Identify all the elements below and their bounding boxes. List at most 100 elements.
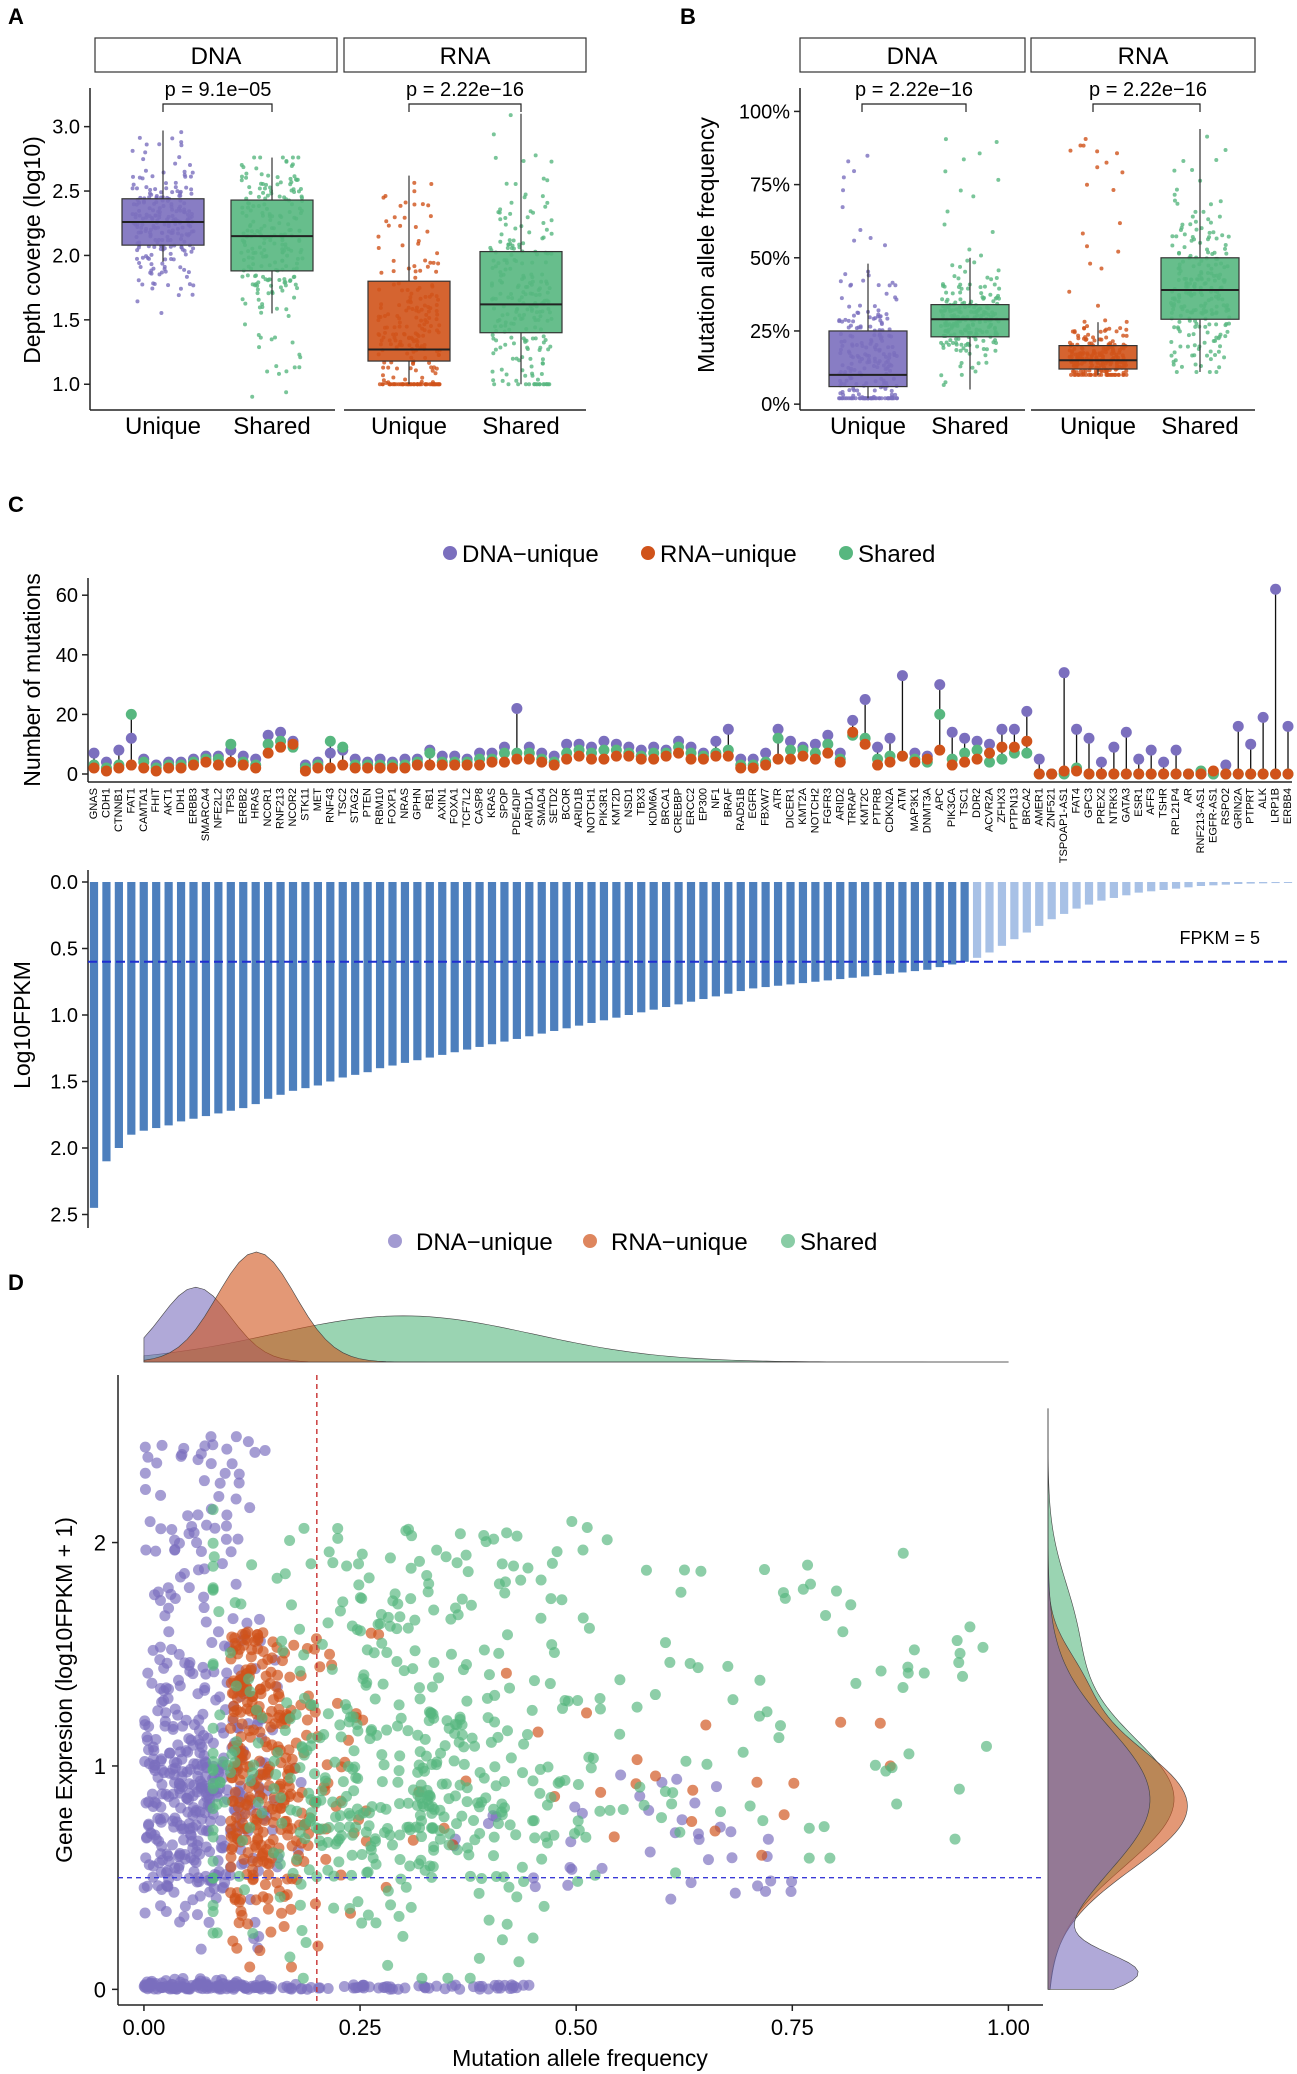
a-jitter-point xyxy=(263,277,268,282)
d-point-dna xyxy=(176,1448,188,1460)
c-dot-dna xyxy=(1120,726,1132,738)
c-fpkm-bar xyxy=(1097,882,1106,901)
a-jitter-point xyxy=(190,292,195,297)
b-jitter-point xyxy=(1117,221,1122,226)
c-fpkm-bar xyxy=(475,882,484,1047)
c-fpkm-bar xyxy=(512,882,521,1039)
b-jitter-point xyxy=(1207,369,1212,374)
d-point-dna xyxy=(139,1441,151,1453)
b-jitter-point xyxy=(983,353,988,358)
a-jitter-point xyxy=(130,148,135,153)
b-jitter-point xyxy=(846,325,851,330)
b-jitter-point xyxy=(1223,242,1228,247)
d-point-shared xyxy=(370,1917,382,1929)
c-fpkm-bar xyxy=(761,882,770,988)
b-jitter-point xyxy=(1103,318,1108,323)
d-point-shared xyxy=(820,1609,832,1621)
b-jitter-point xyxy=(1194,369,1199,374)
d-point-dna xyxy=(201,1519,213,1531)
c-gene-label: ATR xyxy=(772,788,784,809)
c-gene-label: CDKN2A xyxy=(884,787,896,832)
c-dot-rna xyxy=(971,753,983,765)
a-jitter-point xyxy=(493,155,498,160)
d-point-rna xyxy=(709,1825,721,1837)
d-point-shared xyxy=(583,1622,595,1634)
d-point-shared xyxy=(400,1525,412,1537)
a-jitter-point xyxy=(544,227,549,232)
d-point-shared xyxy=(326,1663,338,1675)
b-jitter-point xyxy=(868,235,873,240)
b-jitter-point xyxy=(1207,235,1212,240)
c-fpkm-bar xyxy=(649,882,658,1010)
c-dot-rna xyxy=(598,753,610,765)
c-dot-rna xyxy=(834,756,846,768)
a-jitter-point xyxy=(273,335,278,340)
panel-b-strip-rna-label: RNA xyxy=(1118,43,1169,70)
d-point-shared xyxy=(347,1711,359,1723)
d-point-shared xyxy=(542,1761,554,1773)
d-point-shared xyxy=(777,1587,789,1599)
d-point-shared xyxy=(314,1835,326,1847)
panel-b-xtick-rna-shared: Shared xyxy=(1161,413,1238,440)
b-jitter-point xyxy=(852,169,857,174)
c-gene-label: DICER1 xyxy=(785,788,797,828)
d-point-dna xyxy=(216,1558,228,1570)
d-point-dna xyxy=(226,1458,238,1470)
d-point-dna xyxy=(244,1502,256,1514)
c-fpkm-bar xyxy=(997,882,1007,946)
a-jitter-point xyxy=(295,286,300,291)
d-point-dna xyxy=(155,1489,167,1501)
d-point-dna xyxy=(195,1943,207,1955)
c-gene-label: TSC1 xyxy=(959,788,971,816)
a-jitter-point xyxy=(179,245,184,250)
b-jitter-point xyxy=(948,338,953,343)
d-point-dna xyxy=(200,1616,212,1628)
panel-a-pvalue-dna: p = 9.1e−05 xyxy=(165,79,272,101)
a-jitter-point xyxy=(188,174,193,179)
b-jitter-point xyxy=(1081,372,1086,377)
c-gene-label: FAT4 xyxy=(1071,788,1083,813)
d-point-dna xyxy=(154,1654,166,1666)
c-gene-label: KMT2C xyxy=(859,788,871,825)
a-jitter-point xyxy=(299,195,304,200)
d-point-shared xyxy=(667,1787,679,1799)
c-fpkm-bar xyxy=(599,882,609,1021)
b-jitter-point xyxy=(1214,369,1219,374)
d-point-shared xyxy=(287,1867,299,1879)
d-point-shared xyxy=(276,1817,288,1829)
d-point-shared xyxy=(427,1822,439,1834)
c-dot-rna xyxy=(760,759,772,771)
b-jitter-point xyxy=(1205,330,1210,335)
c-dot-shared xyxy=(125,708,137,720)
a-jitter-point xyxy=(493,347,498,352)
d-point-shared xyxy=(347,1763,359,1775)
c-dot-rna xyxy=(150,765,162,777)
a-jitter-point xyxy=(381,365,386,370)
a-jitter-point xyxy=(178,189,183,194)
d-point-shared xyxy=(572,1815,584,1827)
d-point-dna xyxy=(296,1983,308,1995)
d-point-shared xyxy=(474,1828,486,1840)
c-dot-dna xyxy=(1245,738,1257,750)
d-point-rna xyxy=(276,1655,288,1667)
a-jitter-point xyxy=(428,214,433,219)
b-jitter-point xyxy=(1169,339,1174,344)
b-jitter-point xyxy=(1102,328,1107,333)
b-jitter-point xyxy=(1192,237,1197,242)
c-dot-rna xyxy=(884,756,896,768)
b-jitter-point xyxy=(1192,343,1197,348)
c-gene-label: GRIN2A xyxy=(1232,787,1244,829)
d-point-shared xyxy=(207,1722,219,1734)
c-dot-rna xyxy=(399,762,411,774)
d-point-rna xyxy=(778,1809,790,1821)
d-point-shared xyxy=(238,1884,250,1896)
c-gene-label: ARID1B xyxy=(573,788,585,828)
a-jitter-point xyxy=(171,257,176,262)
a-jitter-point xyxy=(257,305,262,310)
b-jitter-point xyxy=(1086,332,1091,337)
c-gene-label: NSD1 xyxy=(623,788,635,817)
d-point-dna xyxy=(167,1982,179,1994)
d-point-shared xyxy=(420,1750,432,1762)
